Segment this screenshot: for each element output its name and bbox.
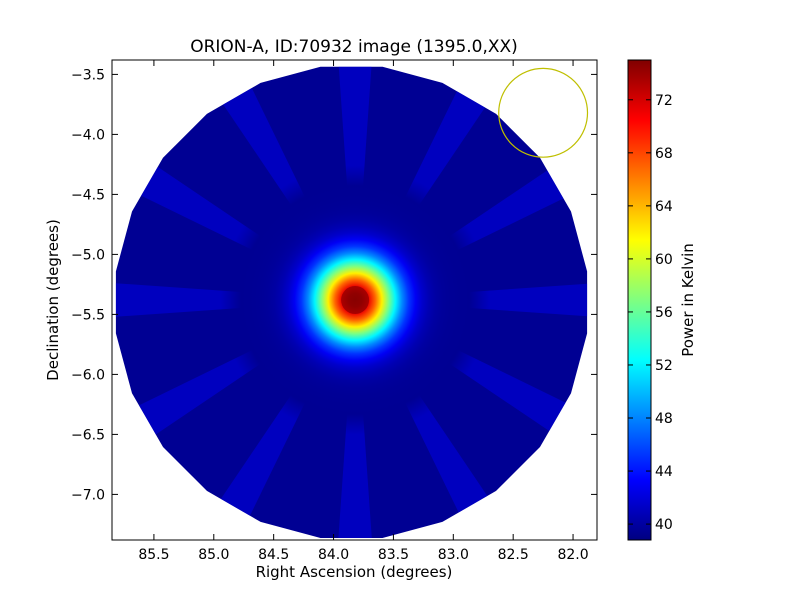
y-tick-label: −5.0 [71,247,105,263]
x-tick-label: 84.0 [318,547,349,563]
x-axis-label: Right Ascension (degrees) [256,563,453,581]
x-tick-label: 83.5 [378,547,409,563]
x-tick-label: 85.0 [198,547,229,563]
sidelobe-ray [115,278,356,322]
sidelobe-ray [355,278,588,322]
y-tick-label: −6.0 [71,367,105,383]
x-tick-label: 82.0 [557,547,588,563]
axes-frame [111,59,598,541]
sidelobe-ray [333,66,377,300]
colorbar-body [627,59,652,541]
colorbar-tick-label: 64 [655,199,673,215]
y-tick-label: −6.5 [71,427,105,443]
colorbar-tick-label: 68 [655,146,673,162]
y-tick-label: −7.0 [71,487,105,503]
y-tick-label: −4.0 [71,127,105,143]
colorbar-tick-label: 56 [655,305,673,321]
y-axis-label: Declination (degrees) [44,219,62,381]
sidelobe-ray [333,300,377,539]
y-tick-label: −5.5 [71,307,105,323]
colorbar-tick-label: 52 [655,358,673,374]
y-tick-label: −4.5 [71,187,105,203]
colorbar-tick-label: 60 [655,252,673,268]
colorbar-tick-label: 48 [655,411,673,427]
colorbar-tick-label: 40 [655,517,673,533]
x-axis-ticks: 85.5 85.0 84.5 84.0 83.5 83.0 82.5 82.0 [138,60,589,563]
y-axis-ticks: −3.5 −4.0 −4.5 −5.0 −5.5 −6.0 −6.5 −7.0 [71,67,597,503]
source-peak [341,285,370,315]
beam-circle [498,67,589,158]
chart-title: ORION-A, ID:70932 image (1395.0,XX) [190,37,518,57]
x-tick-label: 85.5 [138,547,169,563]
x-tick-label: 82.5 [498,547,529,563]
x-tick-label: 83.0 [438,547,469,563]
colorbar-ticks: 40 44 48 52 56 60 64 68 72 [628,93,673,533]
colorbar-label: Power in Kelvin [679,243,697,357]
colorbar: 40 44 48 52 56 60 64 68 72 Power in Kelvin [627,59,697,541]
y-tick-label: −3.5 [71,67,105,83]
plot-area [112,60,597,540]
colorbar-tick-label: 72 [655,93,673,109]
x-tick-label: 84.5 [258,547,289,563]
colorbar-tick-label: 44 [655,464,673,480]
